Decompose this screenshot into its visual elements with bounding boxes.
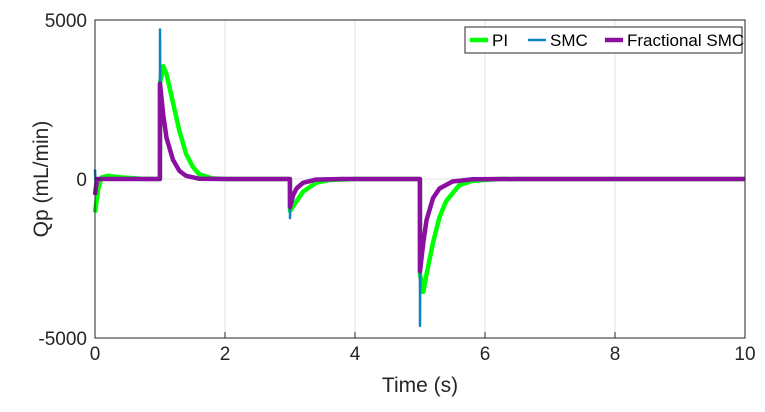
x-tick-label: 8 <box>610 344 621 365</box>
x-axis-label: Time (s) <box>382 374 458 397</box>
x-tick-label: 6 <box>480 344 491 365</box>
legend-label: SMC <box>550 31 588 50</box>
series-line-fractional-smc <box>92 81 745 274</box>
x-tick-label: 2 <box>220 344 231 365</box>
x-tick-label: 0 <box>90 344 101 365</box>
series-lines <box>92 28 745 328</box>
legend-label: Fractional SMC <box>627 31 744 50</box>
x-tick-label: 4 <box>350 344 361 365</box>
y-tick-label: -5000 <box>38 329 87 350</box>
x-tick-label: 10 <box>734 344 755 365</box>
legend-box <box>464 26 743 54</box>
legend: PI SMC Fractional SMC <box>464 26 744 54</box>
y-axis-label: Qp (mL/min) <box>30 121 53 238</box>
y-tick-label: 0 <box>76 170 87 191</box>
legend-label: PI <box>492 31 508 50</box>
y-tick-label: 5000 <box>45 11 87 32</box>
